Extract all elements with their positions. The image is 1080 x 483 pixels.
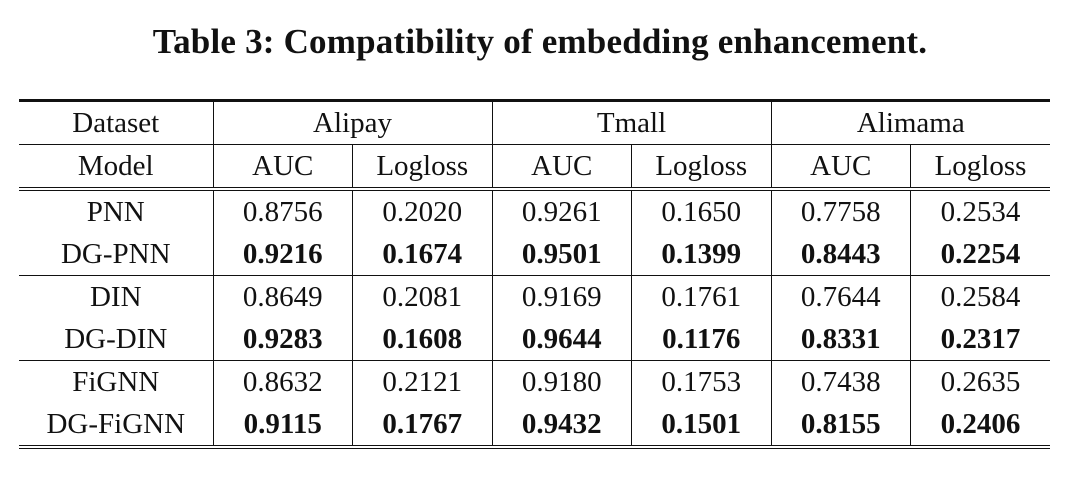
- value-cell: 0.2081: [352, 275, 492, 318]
- value-cell: 0.8331: [770, 318, 911, 361]
- table-row: DG-FiGNN 0.9115 0.1767 0.9432 0.1501 0.8155 0.…: [19, 403, 1051, 449]
- value-cell: 0.1674: [352, 233, 492, 276]
- value-cell: 0.1176: [631, 318, 772, 361]
- value-cell: 0.9261: [491, 187, 632, 233]
- metric-header: AUC: [212, 144, 353, 189]
- value-cell: 0.9169: [491, 275, 632, 318]
- value-cell: 0.2635: [910, 360, 1051, 403]
- value-cell: 0.2020: [352, 187, 492, 233]
- dataset-header-row: Dataset Alipay Tmall Alimama: [19, 99, 1051, 145]
- value-cell: 0.9501: [491, 233, 632, 276]
- value-cell: 0.2534: [910, 187, 1051, 233]
- value-cell: 0.1761: [631, 275, 772, 318]
- value-cell: 0.9216: [212, 233, 353, 276]
- value-cell: 0.1767: [352, 403, 492, 449]
- metric-header: AUC: [770, 144, 911, 189]
- table-body: PNN 0.8756 0.2020 0.9261 0.1650 0.7758 0.2534 D…: [19, 187, 1051, 449]
- table-row: DIN 0.8649 0.2081 0.9169 0.1761 0.7644 0.2584: [19, 275, 1051, 318]
- model-name-cell: FiGNN: [19, 360, 213, 403]
- dataset-label: Dataset: [19, 99, 213, 145]
- value-cell: 0.2406: [910, 403, 1051, 449]
- value-cell: 0.1501: [631, 403, 772, 449]
- value-cell: 0.2121: [352, 360, 492, 403]
- table-row: PNN 0.8756 0.2020 0.9261 0.1650 0.7758 0.2534: [19, 187, 1051, 233]
- value-cell: 0.8756: [212, 187, 353, 233]
- table-row: FiGNN 0.8632 0.2121 0.9180 0.1753 0.7438 0.263…: [19, 360, 1051, 403]
- value-cell: 0.1399: [631, 233, 772, 276]
- value-cell: 0.1650: [631, 187, 772, 233]
- metric-header: Logloss: [910, 144, 1051, 189]
- value-cell: 0.8649: [212, 275, 353, 318]
- metric-header: AUC: [491, 144, 632, 189]
- value-cell: 0.7438: [770, 360, 911, 403]
- value-cell: 0.9115: [212, 403, 353, 449]
- table-row: DG-PNN 0.9216 0.1674 0.9501 0.1399 0.8443 0.22…: [19, 233, 1051, 276]
- metric-header: Logloss: [352, 144, 492, 189]
- value-cell: 0.2584: [910, 275, 1051, 318]
- value-cell: 0.2317: [910, 318, 1051, 361]
- value-cell: 0.1753: [631, 360, 772, 403]
- value-cell: 0.7758: [770, 187, 911, 233]
- model-name-cell: DG-FiGNN: [19, 403, 213, 449]
- value-cell: 0.9283: [212, 318, 353, 361]
- value-cell: 0.8632: [212, 360, 353, 403]
- dataset-alipay: Alipay: [212, 99, 492, 145]
- metric-header: Logloss: [631, 144, 772, 189]
- dataset-tmall: Tmall: [491, 99, 772, 145]
- metric-header-row: Model AUC Logloss AUC Logloss AUC Loglos…: [19, 144, 1051, 189]
- model-label: Model: [19, 144, 213, 189]
- value-cell: 0.9180: [491, 360, 632, 403]
- value-cell: 0.7644: [770, 275, 911, 318]
- value-cell: 0.8155: [770, 403, 911, 449]
- model-name-cell: DG-DIN: [64, 322, 168, 355]
- table-row: DG-DIN 0.9283 0.1608 0.9644 0.1176 0.8331 0.23…: [19, 318, 1051, 361]
- value-cell: 0.9432: [491, 403, 632, 449]
- model-name-cell: DIN: [19, 275, 213, 318]
- value-cell: 0.1608: [352, 318, 492, 361]
- value-cell: 0.9644: [491, 318, 632, 361]
- model-name-cell: DG-PNN: [60, 237, 171, 270]
- value-cell: 0.2254: [910, 233, 1051, 276]
- results-table: Dataset Alipay Tmall Alimama Model AUC L…: [19, 99, 1051, 449]
- dataset-alimama: Alimama: [770, 99, 1051, 145]
- model-name-cell: PNN: [19, 187, 213, 233]
- value-cell: 0.8443: [770, 233, 911, 276]
- table-caption: Table 3: Compatibility of embedding enha…: [152, 22, 928, 61]
